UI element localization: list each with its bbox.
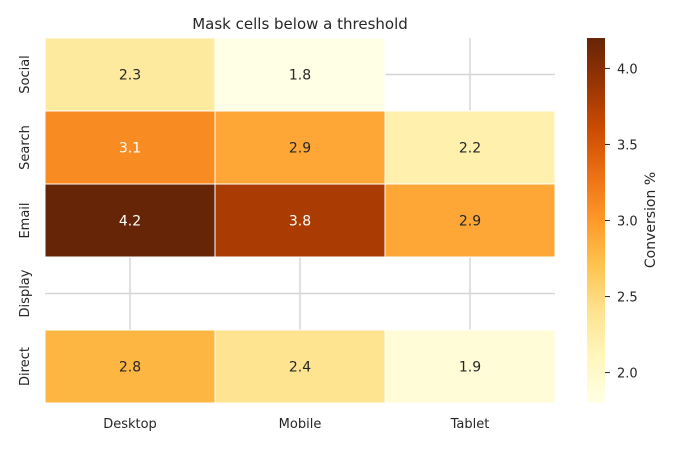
colorbar bbox=[587, 38, 605, 403]
cell-value-label: 2.4 bbox=[289, 360, 311, 376]
heatmap-cell bbox=[44, 183, 216, 258]
x-tick-label: Tablet bbox=[450, 417, 490, 432]
x-axis-labels: Desktop Mobile Tablet bbox=[103, 417, 489, 432]
cell-value-label: 2.9 bbox=[459, 214, 481, 230]
y-tick-label: Display bbox=[18, 269, 33, 317]
cell-value-label: 1.9 bbox=[459, 360, 481, 376]
heatmap-cell bbox=[384, 183, 556, 258]
heatmap-cell bbox=[44, 37, 216, 112]
cell-value-label: 2.3 bbox=[119, 68, 141, 84]
cell-value-label: 3.8 bbox=[289, 214, 311, 230]
heatmap-cell bbox=[44, 110, 216, 185]
cell-value-label: 3.1 bbox=[119, 141, 141, 157]
heatmap-cell bbox=[214, 37, 386, 112]
colorbar-tick-label: 3.5 bbox=[617, 138, 638, 153]
heatmap-cell bbox=[214, 183, 386, 258]
colorbar-ticks: 2.0 2.5 3.0 3.5 4.0 bbox=[605, 62, 638, 382]
colorbar-label: Conversion % bbox=[643, 172, 659, 268]
heatmap-cell bbox=[384, 110, 556, 185]
colorbar-tick-label: 2.0 bbox=[617, 367, 638, 382]
cell-value-label: 1.8 bbox=[289, 68, 311, 84]
colorbar-tick-label: 3.0 bbox=[617, 215, 638, 230]
colorbar-tick-label: 2.5 bbox=[617, 291, 638, 306]
y-axis-labels: Social Search Email Display Direct bbox=[18, 55, 33, 386]
heatmap-cell bbox=[44, 329, 216, 404]
heatmap-cell bbox=[384, 329, 556, 404]
colorbar-tick-label: 4.0 bbox=[617, 62, 638, 77]
cell-value-label: 4.2 bbox=[119, 214, 141, 230]
y-tick-label: Search bbox=[18, 125, 33, 170]
x-tick-label: Desktop bbox=[103, 417, 157, 432]
y-tick-label: Direct bbox=[18, 347, 33, 386]
cell-value-label: 2.2 bbox=[459, 141, 481, 157]
x-tick-label: Mobile bbox=[279, 417, 322, 432]
chart-title: Mask cells below a threshold bbox=[192, 15, 408, 33]
heatmap-cells: 2.3 1.8 3.1 2.9 2.2 4.2 3.8 2.9 2.8 2.4 1.9 bbox=[44, 37, 556, 404]
y-tick-label: Email bbox=[18, 202, 33, 238]
y-tick-label: Social bbox=[18, 55, 33, 94]
cell-value-label: 2.8 bbox=[119, 360, 141, 376]
cell-value-label: 2.9 bbox=[289, 141, 311, 157]
